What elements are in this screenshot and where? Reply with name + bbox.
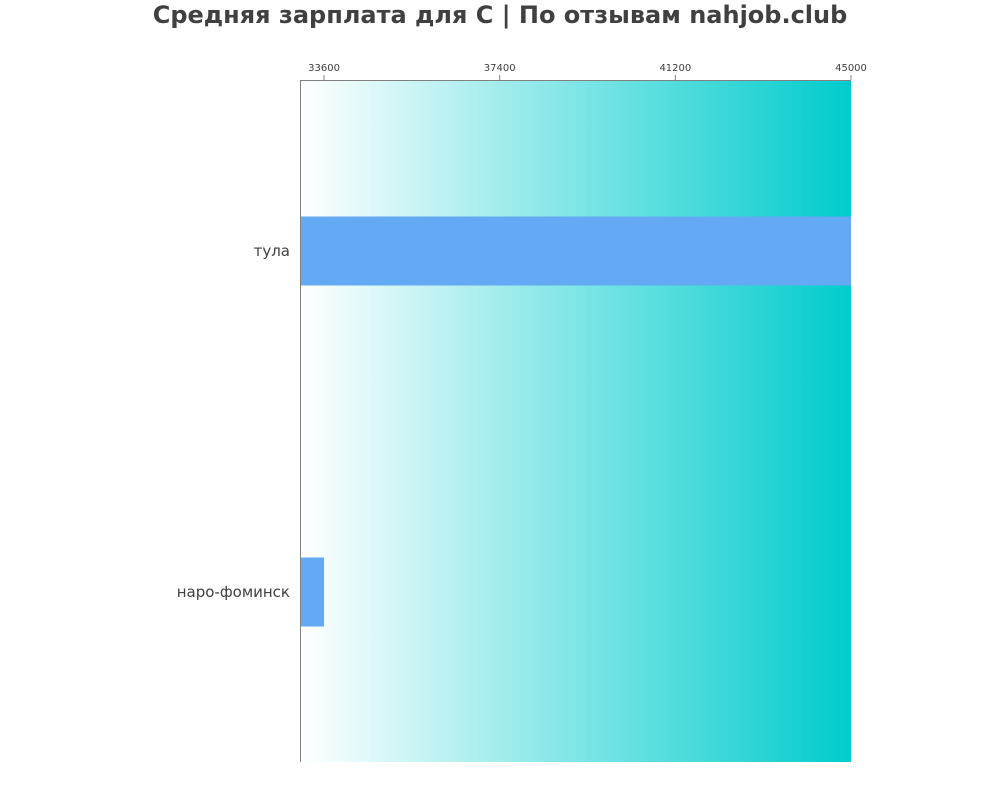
x-tick-label: 45000 [835,63,867,74]
chart-title: Средняя зарплата для C | По отзывам nahj… [152,1,848,29]
bar-2 [300,557,325,627]
category-label: тула [254,242,290,260]
bar-1 [300,216,851,286]
category-label: наро-фоминск [177,583,290,601]
x-tick-label: 33600 [308,63,340,74]
plot-background [300,80,851,762]
x-tick-label: 37400 [484,63,516,74]
x-tick-label: 41200 [659,63,691,74]
